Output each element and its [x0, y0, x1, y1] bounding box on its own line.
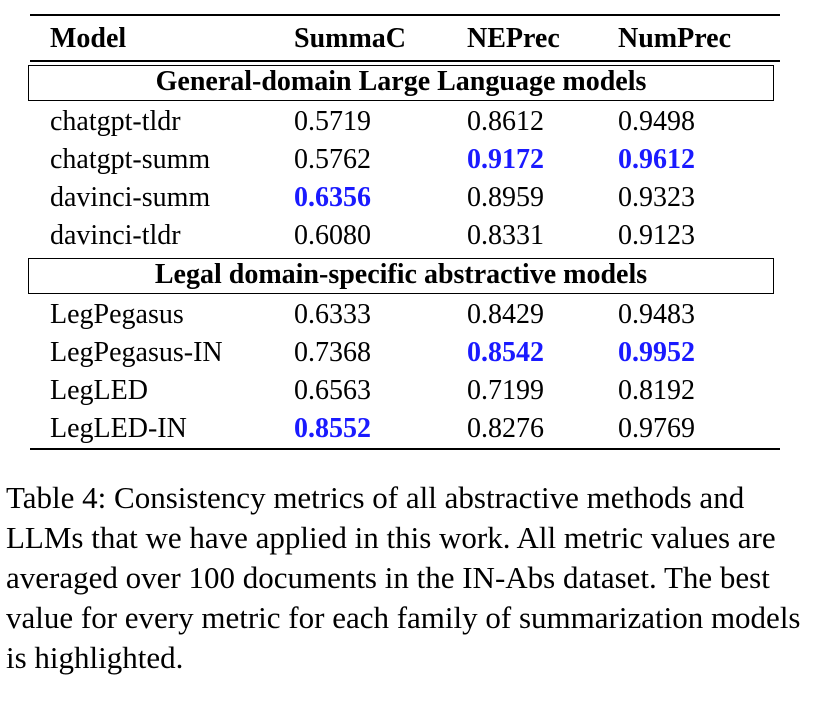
table-row: LegLED 0.6563 0.7199 0.8192 — [30, 372, 780, 410]
group-rows-legal-models: LegPegasus 0.6333 0.8429 0.9483 LegPegas… — [30, 294, 780, 448]
model-cell: LegLED-IN — [50, 412, 187, 444]
summac-cell: 0.5762 — [294, 143, 371, 175]
model-cell: davinci-summ — [50, 181, 211, 213]
table-row: LegPegasus 0.6333 0.8429 0.9483 — [30, 296, 780, 334]
neprec-cell: 0.8429 — [467, 298, 544, 330]
numprec-cell-best: 0.9952 — [618, 336, 695, 368]
model-cell: LegLED — [50, 374, 148, 406]
neprec-cell: 0.8612 — [467, 105, 544, 137]
table-row: LegLED-IN 0.8552 0.8276 0.9769 — [30, 410, 780, 448]
numprec-cell: 0.9323 — [618, 181, 695, 213]
table-caption: Table 4: Consistency metrics of all abst… — [6, 480, 801, 675]
numprec-cell: 0.9483 — [618, 298, 695, 330]
table-row: chatgpt-summ 0.5762 0.9172 0.9612 — [30, 141, 780, 179]
header-neprec: NEPrec — [467, 23, 560, 54]
bottom-rule — [30, 447, 780, 450]
model-cell: LegPegasus — [50, 298, 184, 330]
group-title-general-llm: General-domain Large Language models — [28, 64, 774, 101]
model-cell: LegPegasus-IN — [50, 336, 223, 368]
numprec-cell: 0.9769 — [618, 412, 695, 444]
neprec-cell: 0.8959 — [467, 181, 544, 213]
table-row: chatgpt-tldr 0.5719 0.8612 0.9498 — [30, 103, 780, 141]
neprec-cell: 0.7199 — [467, 374, 544, 406]
model-cell: chatgpt-tldr — [50, 105, 181, 137]
top-rule — [30, 14, 780, 16]
group-title-legal-models: Legal domain-specific abstractive models — [28, 257, 774, 294]
numprec-cell: 0.8192 — [618, 374, 695, 406]
model-cell: davinci-tldr — [50, 219, 181, 251]
model-cell: chatgpt-summ — [50, 143, 211, 175]
neprec-cell: 0.8331 — [467, 219, 544, 251]
summac-cell: 0.6563 — [294, 374, 371, 406]
header-row: Model SummaC NEPrec NumPrec — [30, 16, 780, 60]
summac-cell-best: 0.6356 — [294, 181, 371, 213]
summac-cell-best: 0.8552 — [294, 412, 371, 444]
header-numprec: NumPrec — [618, 23, 731, 54]
summac-cell: 0.6080 — [294, 219, 371, 251]
header-rule — [30, 60, 780, 62]
table-row: davinci-tldr 0.6080 0.8331 0.9123 — [30, 217, 780, 255]
summac-cell: 0.5719 — [294, 105, 371, 137]
header-model: Model — [50, 23, 127, 54]
summac-cell: 0.6333 — [294, 298, 371, 330]
neprec-cell: 0.8276 — [467, 412, 544, 444]
numprec-cell: 0.9123 — [618, 219, 695, 251]
results-table: Model SummaC NEPrec NumPrec General-doma… — [28, 14, 780, 450]
table-row: davinci-summ 0.6356 0.8959 0.9323 — [30, 179, 780, 217]
summac-cell: 0.7368 — [294, 336, 371, 368]
header-summac: SummaC — [294, 23, 407, 54]
group-rows-general-llm: chatgpt-tldr 0.5719 0.8612 0.9498 chatgp… — [30, 101, 780, 255]
table-row: LegPegasus-IN 0.7368 0.8542 0.9952 — [30, 334, 780, 372]
neprec-cell-best: 0.8542 — [467, 336, 544, 368]
numprec-cell: 0.9498 — [618, 105, 695, 137]
numprec-cell-best: 0.9612 — [618, 143, 695, 175]
neprec-cell-best: 0.9172 — [467, 143, 544, 175]
